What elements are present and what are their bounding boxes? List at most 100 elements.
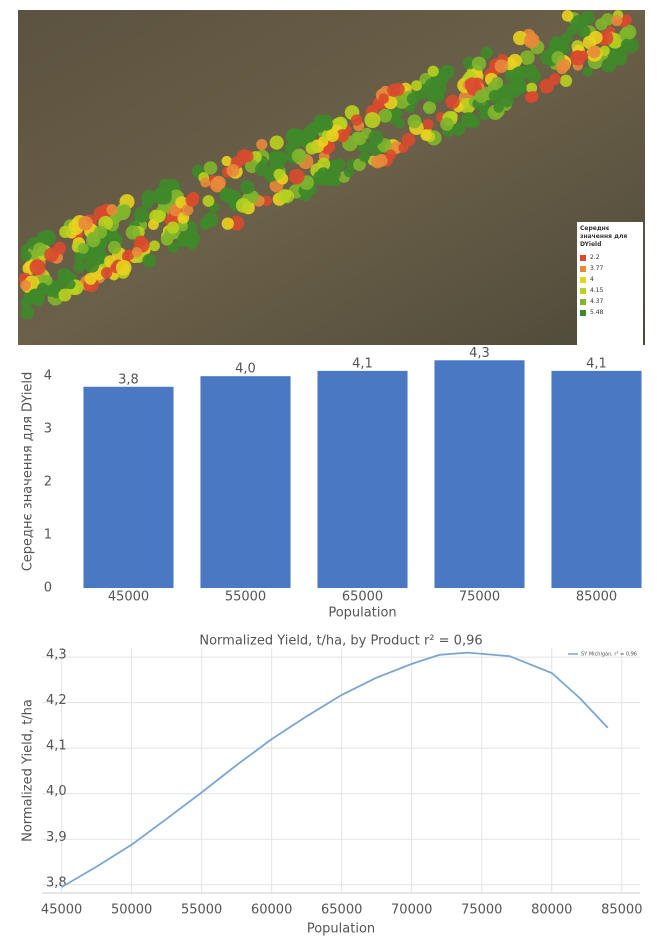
map-dot — [255, 162, 269, 177]
x-tick-label: 80000 — [531, 903, 572, 918]
map-dot — [368, 129, 384, 146]
map-dot — [273, 150, 288, 165]
legend-swatch — [580, 287, 586, 294]
map-dot — [620, 38, 634, 51]
map-dot — [494, 59, 509, 73]
map-dot — [391, 82, 405, 96]
y-tick-label: 0 — [44, 581, 52, 596]
map-dot — [149, 240, 160, 252]
map-dot — [527, 69, 541, 83]
map-dot — [513, 66, 525, 78]
map-dot — [364, 112, 381, 129]
map-dot — [428, 81, 442, 95]
bar — [200, 376, 291, 588]
map-dot — [451, 122, 466, 136]
map-dot — [488, 89, 501, 102]
legend-item: 5.48 — [580, 307, 640, 318]
map-dot — [353, 132, 367, 146]
y-tick-label: 4 — [44, 369, 52, 384]
map-dot — [513, 82, 526, 95]
map-dot — [350, 114, 363, 126]
map-dot — [20, 305, 35, 320]
legend-label: 2.2 — [590, 253, 600, 261]
map-dot — [29, 259, 46, 276]
x-tick-label: 65000 — [321, 903, 362, 918]
y-axis-title: Normalized Yield, t/ha — [21, 699, 36, 842]
legend-item: 4.15 — [580, 285, 640, 296]
y-tick-label: 4,1 — [46, 739, 67, 754]
x-tick-label: 50000 — [111, 903, 152, 918]
map-dot — [491, 76, 504, 89]
legend-label: 4.37 — [590, 297, 604, 305]
map-dot — [58, 288, 72, 302]
map-dot — [142, 253, 157, 268]
map-dot — [589, 30, 603, 45]
map-dot — [595, 18, 608, 31]
map-dot — [57, 267, 72, 283]
map-dot — [212, 175, 226, 190]
map-dot — [84, 272, 97, 285]
map-dot — [358, 151, 370, 163]
map-dot — [570, 50, 586, 66]
legend-swatch — [580, 254, 586, 261]
map-dot — [203, 211, 219, 228]
x-axis-title: Population — [328, 606, 396, 621]
legend-item: 2.2 — [580, 252, 640, 263]
map-dot — [335, 129, 350, 143]
legend-label: 4.15 — [590, 286, 604, 294]
map-dot — [134, 235, 147, 247]
map-dot — [317, 157, 331, 171]
map-dot — [549, 73, 561, 85]
map-dot — [37, 282, 49, 295]
map-dot — [269, 135, 284, 150]
map-dot — [273, 168, 286, 181]
map-dot — [162, 234, 174, 246]
map-dot — [561, 9, 574, 22]
map-dot — [125, 225, 140, 240]
map-dot — [378, 93, 389, 104]
legend-swatch — [580, 298, 586, 305]
map-dot — [295, 149, 306, 160]
map-dot — [333, 158, 346, 171]
map-dot — [93, 225, 107, 239]
map-dot — [370, 155, 385, 169]
map-dot — [78, 215, 93, 231]
y-tick-label: 3,9 — [46, 830, 67, 845]
map-dot — [123, 250, 135, 261]
map-dot — [611, 15, 623, 27]
x-tick-label: 85000 — [601, 903, 642, 918]
map-dot — [141, 189, 157, 205]
map-dot — [466, 115, 480, 129]
map-dot — [427, 65, 439, 77]
map-dot — [391, 108, 403, 119]
map-dot — [256, 139, 268, 151]
map-dot — [502, 87, 514, 99]
map-dot — [305, 142, 319, 155]
bar — [317, 370, 408, 588]
map-dot — [20, 297, 32, 309]
x-tick-label: 60000 — [251, 903, 292, 918]
map-dot — [181, 204, 194, 216]
map-dot — [406, 92, 420, 106]
x-tick-label: 75000 — [461, 903, 502, 918]
y-tick-label: 4,0 — [46, 784, 67, 799]
map-dot — [203, 161, 218, 175]
x-tick-label: 70000 — [391, 903, 432, 918]
map-dot — [420, 129, 432, 141]
map-dot — [200, 177, 211, 188]
map-dot — [261, 195, 273, 207]
legend-swatch — [580, 265, 586, 272]
legend-label: 5.48 — [590, 308, 604, 316]
map-dot — [445, 94, 460, 109]
legend-title: Середнє значення для DYield — [580, 225, 628, 249]
map-dot — [548, 37, 563, 52]
map-dot — [33, 291, 46, 304]
map-dot — [59, 225, 72, 239]
bar — [434, 360, 525, 588]
map-dot — [462, 56, 476, 70]
y-axis-title: Середнє значення для DYield — [21, 372, 36, 572]
map-dot — [41, 274, 53, 286]
map-dot — [202, 195, 215, 207]
x-tick-label: 45000 — [108, 590, 149, 605]
